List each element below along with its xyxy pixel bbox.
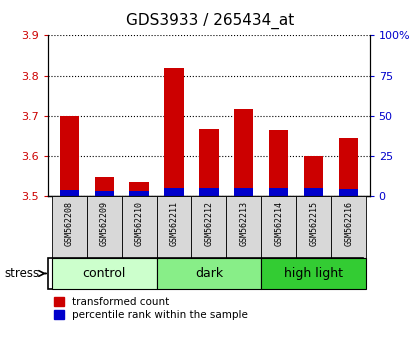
Text: GSM562208: GSM562208 <box>65 201 74 246</box>
Bar <box>87 196 122 258</box>
Bar <box>234 109 254 196</box>
Text: dark: dark <box>195 267 223 280</box>
Bar <box>94 191 114 196</box>
Text: GSM562211: GSM562211 <box>170 201 178 246</box>
Bar <box>60 190 79 196</box>
Bar <box>157 258 261 289</box>
Bar <box>52 196 87 258</box>
Bar <box>129 191 149 196</box>
Text: control: control <box>82 267 126 280</box>
Bar <box>60 116 79 196</box>
Bar <box>339 189 358 196</box>
Bar <box>226 196 261 258</box>
Bar <box>52 258 157 289</box>
Bar <box>304 188 323 196</box>
Bar <box>261 196 296 258</box>
Bar <box>157 196 192 258</box>
Text: high light: high light <box>284 267 343 280</box>
Text: GSM562212: GSM562212 <box>205 201 213 246</box>
Text: GDS3933 / 265434_at: GDS3933 / 265434_at <box>126 12 294 29</box>
Bar <box>164 68 184 196</box>
Text: GSM562215: GSM562215 <box>309 201 318 246</box>
Bar <box>269 130 289 196</box>
Bar <box>164 188 184 196</box>
Bar <box>192 196 226 258</box>
Bar <box>339 138 358 196</box>
Bar <box>261 258 366 289</box>
Text: GSM562213: GSM562213 <box>239 201 248 246</box>
Text: stress: stress <box>4 267 39 280</box>
Text: GSM562209: GSM562209 <box>100 201 109 246</box>
Bar <box>296 196 331 258</box>
Bar <box>94 177 114 196</box>
Bar <box>234 188 254 196</box>
Bar <box>269 188 289 196</box>
Bar <box>129 182 149 196</box>
Bar <box>331 196 366 258</box>
Bar <box>200 129 218 196</box>
Text: GSM562210: GSM562210 <box>134 201 144 246</box>
Legend: transformed count, percentile rank within the sample: transformed count, percentile rank withi… <box>53 297 248 320</box>
Bar <box>122 196 157 258</box>
Text: GSM562216: GSM562216 <box>344 201 353 246</box>
Bar <box>304 156 323 196</box>
Bar <box>200 188 218 196</box>
Text: GSM562214: GSM562214 <box>274 201 284 246</box>
